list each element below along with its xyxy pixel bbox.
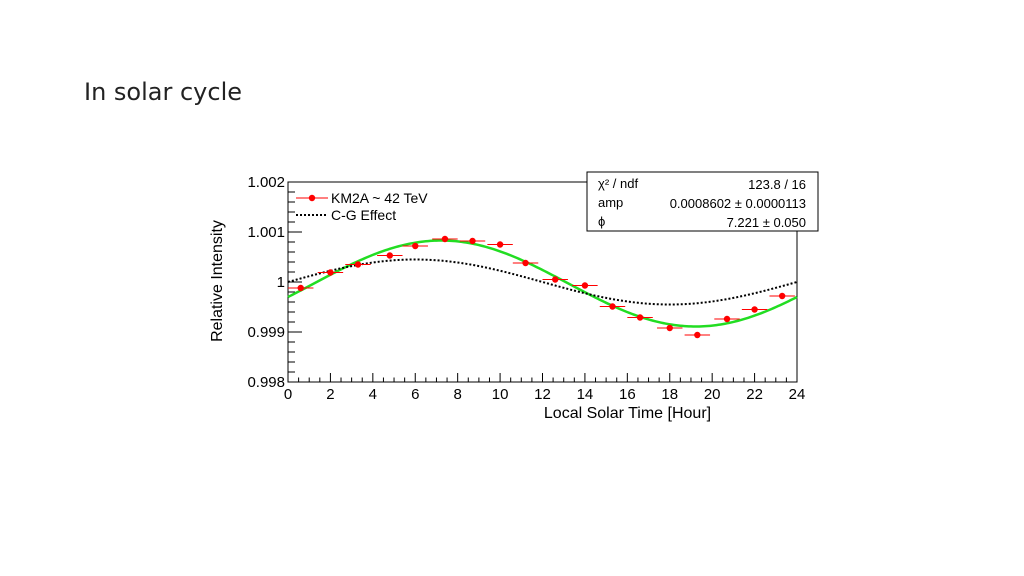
data-point	[297, 284, 304, 292]
x-axis-label: Local Solar Time [Hour]	[544, 405, 711, 422]
data-point	[609, 303, 616, 310]
fit-stat-value: 0.0008602 ± 0.0000113	[670, 196, 806, 211]
data-point	[666, 324, 673, 332]
data-point	[327, 269, 334, 276]
x-tick-label: 18	[661, 386, 678, 403]
legend-label: KM2A ~ 42 TeV	[331, 190, 428, 206]
legend-label: C-G Effect	[331, 207, 396, 223]
data-point	[723, 315, 731, 323]
x-tick-label: 24	[789, 386, 806, 403]
data-point	[354, 261, 362, 268]
x-tick-label: 20	[704, 386, 721, 403]
data-point	[694, 331, 701, 339]
fit-stat-name: amp	[598, 195, 623, 210]
x-tick-label: 10	[492, 386, 509, 403]
x-tick-label: 2	[326, 386, 334, 403]
cg-effect-curve	[287, 258, 798, 306]
data-point	[636, 314, 644, 321]
legend-marker	[308, 194, 316, 202]
data-point	[522, 259, 529, 267]
plot-area: 0 2 4 6 8 10 12 14 16 18 20 22 240.9980.99911.0011.0…	[209, 171, 819, 422]
data-point	[412, 242, 419, 250]
data-point	[441, 235, 449, 243]
x-tick-label: 6	[411, 386, 419, 403]
data-point	[751, 306, 758, 313]
data-point	[496, 241, 504, 248]
x-tick-label: 12	[534, 386, 551, 403]
y-tick-label: 1.001	[247, 224, 285, 241]
fit-stat-value: 7.221 ± 0.050	[727, 215, 806, 230]
fit-curve	[287, 239, 798, 328]
x-tick-label: 4	[369, 386, 377, 403]
y-tick-label: 1.002	[247, 174, 285, 191]
data-point	[778, 292, 786, 300]
data-point	[552, 276, 559, 283]
y-axis-label: Relative Intensity	[209, 220, 226, 342]
fit-stat-name: ϕ	[598, 214, 605, 229]
data-point	[469, 237, 476, 245]
x-tick-label: 14	[577, 386, 594, 403]
data-point	[386, 252, 393, 259]
x-tick-label: 8	[453, 386, 461, 403]
y-tick-label: 0.998	[247, 374, 285, 391]
x-tick-label: 22	[746, 386, 763, 403]
data-point	[581, 282, 589, 289]
x-tick-label: 16	[619, 386, 636, 403]
fit-stat-name: χ² / ndf	[598, 176, 638, 191]
slide-title: In solar cycle	[84, 78, 243, 106]
y-tick-label: 0.999	[247, 324, 285, 341]
fit-stats-box	[586, 171, 819, 232]
y-tick-label: 1	[277, 274, 285, 291]
fit-stat-value: 123.8 / 16	[748, 177, 806, 192]
x-tick-label: 0	[284, 386, 292, 403]
